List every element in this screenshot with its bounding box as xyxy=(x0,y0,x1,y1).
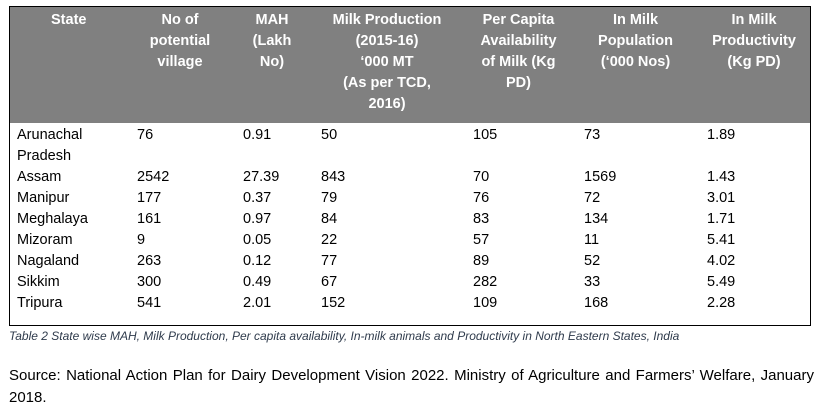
cell-per-capita: 89 xyxy=(473,253,490,269)
cell-in-milk-productivity: 3.01 xyxy=(707,190,736,206)
cell-mah: 2.01 xyxy=(243,295,272,311)
cell-state: Mizoram xyxy=(17,232,73,248)
table-header: State No of potential village MAH (Lakh … xyxy=(9,6,811,123)
cell-milk-production: 22 xyxy=(321,232,338,248)
cell-milk-production: 67 xyxy=(321,274,338,290)
table-row: Nagaland 263 0.12 77 89 52 4.02 xyxy=(9,251,811,272)
cell-mah: 0.12 xyxy=(243,253,272,269)
cell-milk-production: 77 xyxy=(321,253,338,269)
header-in-milk-productivity: In Milk Productivity (Kg PD) xyxy=(712,12,796,70)
table-row: Tripura 541 2.01 152 109 168 2.28 xyxy=(9,293,811,314)
header-state: State xyxy=(51,12,87,28)
cell-mah: 0.05 xyxy=(243,232,272,248)
table-body: Arunachal Pradesh 76 0.91 50 105 73 1.89 Assam 2… xyxy=(9,123,811,314)
cell-in-milk-productivity: 1.71 xyxy=(707,211,736,227)
cell-in-milk-productivity: 2.28 xyxy=(707,295,736,311)
state-milk-table: State No of potential village MAH (Lakh … xyxy=(9,6,811,314)
cell-in-milk-productivity: 1.43 xyxy=(707,169,736,185)
cell-in-milk-population: 134 xyxy=(584,211,609,227)
cell-mah: 0.49 xyxy=(243,274,272,290)
cell-in-milk-population: 168 xyxy=(584,295,609,311)
cell-potential-village: 76 xyxy=(137,127,154,143)
cell-state: Nagaland xyxy=(17,253,80,269)
cell-milk-production: 79 xyxy=(321,190,338,206)
cell-potential-village: 300 xyxy=(137,274,162,290)
header-potential-village: No of potential village xyxy=(149,12,211,70)
table-row: Meghalaya 161 0.97 84 83 134 1.71 xyxy=(9,209,811,230)
cell-mah: 27.39 xyxy=(243,169,280,185)
table-row: Manipur 177 0.37 79 76 72 3.01 xyxy=(9,188,811,209)
cell-potential-village: 161 xyxy=(137,211,162,227)
header-row: State No of potential village MAH (Lakh … xyxy=(9,6,811,123)
cell-in-milk-population: 33 xyxy=(584,274,601,290)
table-row: Sikkim 300 0.49 67 282 33 5.49 xyxy=(9,272,811,293)
cell-potential-village: 177 xyxy=(137,190,162,206)
cell-per-capita: 70 xyxy=(473,169,490,185)
data-table-container: State No of potential village MAH (Lakh … xyxy=(9,6,811,326)
cell-state: Manipur xyxy=(17,190,70,206)
cell-state: Sikkim xyxy=(17,274,60,290)
table-row: Assam 2542 27.39 843 70 1569 1.43 xyxy=(9,167,811,188)
cell-potential-village: 2542 xyxy=(137,169,170,185)
cell-per-capita: 76 xyxy=(473,190,490,206)
cell-per-capita: 282 xyxy=(473,274,498,290)
table-caption: Table 2 State wise MAH, Milk Production,… xyxy=(9,329,680,343)
cell-per-capita: 57 xyxy=(473,232,490,248)
cell-state: Meghalaya xyxy=(17,211,88,227)
cell-in-milk-productivity: 1.89 xyxy=(707,127,736,143)
cell-mah: 0.97 xyxy=(243,211,272,227)
header-per-capita: Per Capita Availability of Milk (Kg PD) xyxy=(480,12,557,91)
cell-potential-village: 263 xyxy=(137,253,162,269)
cell-state: Assam xyxy=(17,169,62,185)
cell-milk-production: 843 xyxy=(321,169,346,185)
cell-in-milk-productivity: 5.49 xyxy=(707,274,736,290)
cell-per-capita: 83 xyxy=(473,211,490,227)
header-mah: MAH (Lakh No) xyxy=(252,12,292,70)
header-in-milk-population: In Milk Population (‘000 Nos) xyxy=(598,12,673,70)
cell-state: Arunachal Pradesh xyxy=(17,127,83,164)
table-row: Arunachal Pradesh 76 0.91 50 105 73 1.89 xyxy=(9,123,811,167)
header-milk-production: Milk Production (2015-16) ‘000 MT (As pe… xyxy=(332,12,442,112)
cell-in-milk-productivity: 4.02 xyxy=(707,253,736,269)
cell-in-milk-population: 73 xyxy=(584,127,601,143)
cell-potential-village: 541 xyxy=(137,295,162,311)
cell-per-capita: 109 xyxy=(473,295,498,311)
cell-potential-village: 9 xyxy=(137,232,146,248)
cell-mah: 0.91 xyxy=(243,127,272,143)
cell-state: Tripura xyxy=(17,295,63,311)
cell-in-milk-population: 1569 xyxy=(584,169,617,185)
cell-milk-production: 50 xyxy=(321,127,338,143)
table-row: Mizoram 9 0.05 22 57 11 5.41 xyxy=(9,230,811,251)
cell-per-capita: 105 xyxy=(473,127,498,143)
cell-in-milk-productivity: 5.41 xyxy=(707,232,736,248)
source-note: Source: National Action Plan for Dairy D… xyxy=(9,367,814,406)
cell-in-milk-population: 52 xyxy=(584,253,601,269)
cell-in-milk-population: 11 xyxy=(584,232,600,248)
cell-milk-production: 84 xyxy=(321,211,338,227)
cell-in-milk-population: 72 xyxy=(584,190,601,206)
cell-mah: 0.37 xyxy=(243,190,272,206)
cell-milk-production: 152 xyxy=(321,295,346,311)
